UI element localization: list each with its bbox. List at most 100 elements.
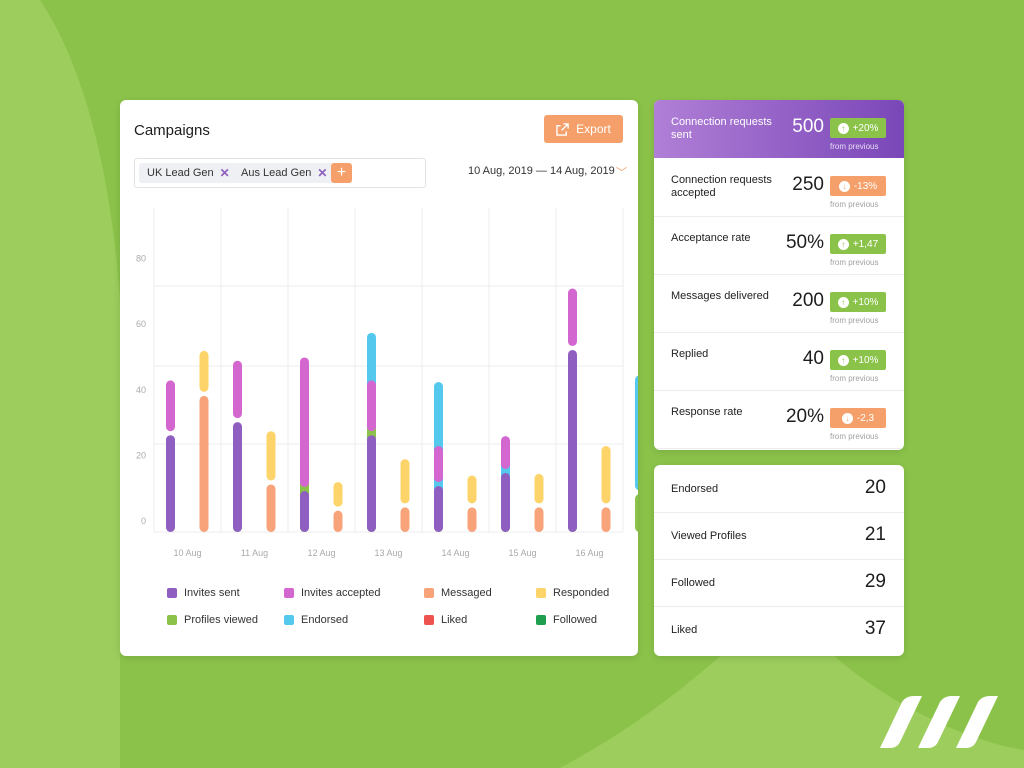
bar-segment: [233, 360, 242, 419]
legend-item[interactable]: Invites accepted: [284, 587, 381, 599]
x-tick-label: 10 Aug: [173, 548, 201, 558]
stat-value: 50%: [785, 232, 824, 253]
y-tick-label: 80: [136, 254, 146, 264]
bar-segment: [367, 380, 376, 432]
bar-segment: [568, 288, 577, 346]
legend-label: Profiles viewed: [184, 614, 258, 626]
bar-segment: [333, 482, 343, 507]
bar-segment: [400, 507, 410, 532]
x-tick-label: 16 Aug: [575, 548, 603, 558]
total-value: 37: [864, 618, 886, 639]
legend-swatch: [536, 588, 546, 598]
change-note: from previous: [830, 258, 879, 267]
x-tick-label: 15 Aug: [508, 548, 536, 558]
bar-segment: [300, 357, 309, 487]
legend-item[interactable]: Followed: [536, 614, 597, 626]
arrow-down-icon: ↓: [841, 412, 853, 424]
campaign-filter-input[interactable]: UK Lead Gen ✕ Aus Lead Gen ✕ +: [134, 158, 426, 188]
bar-segment: [467, 475, 477, 504]
date-range-picker[interactable]: 10 Aug, 2019 — 14 Aug, 2019 ﹀: [468, 165, 627, 179]
stat-value: 40: [802, 348, 824, 369]
legend-item[interactable]: Responded: [536, 587, 609, 599]
export-label: Export: [576, 122, 611, 136]
y-tick-label: 20: [136, 450, 146, 460]
export-button[interactable]: Export: [544, 115, 623, 143]
bar-segment: [166, 435, 175, 532]
legend-swatch: [424, 588, 434, 598]
change-value: -13%: [853, 180, 878, 192]
bar-segment: [166, 380, 175, 432]
arrow-up-icon: ↑: [837, 296, 849, 308]
y-tick-label: 0: [141, 516, 146, 526]
filter-chip-uk-lead-gen: UK Lead Gen ✕: [139, 163, 236, 183]
chevron-down-icon: ﹀: [616, 167, 627, 179]
external-link-icon: [556, 122, 569, 136]
change-badge: ↑ +20%: [830, 118, 886, 138]
stat-label: Connection requests sent: [671, 116, 772, 141]
add-campaign-button[interactable]: +: [331, 163, 352, 183]
stat-value: 200: [792, 290, 824, 311]
remove-chip-icon[interactable]: ✕: [219, 166, 230, 180]
bar-segment: [501, 472, 510, 532]
total-row: Followed 29: [654, 559, 904, 607]
stat-row[interactable]: Connection requests accepted 250 ↓ -13% from…: [654, 158, 904, 217]
bar-segment: [233, 422, 242, 532]
bar-segment: [333, 510, 343, 532]
arrow-up-icon: ↑: [837, 122, 849, 134]
change-value: +10%: [852, 296, 879, 308]
stat-row[interactable]: Connection requests sent 500 ↑ +20% from pre…: [654, 100, 904, 158]
stat-row[interactable]: Replied 40 ↑ +10% from previous: [654, 332, 904, 391]
stat-row[interactable]: Acceptance rate 50% ↑ +1,47 from previous: [654, 216, 904, 275]
bar-segment: [434, 486, 443, 532]
total-label: Liked: [671, 624, 698, 636]
change-note: from previous: [830, 374, 879, 383]
campaign-bar-chart: 0 20 40 60 80 10 Aug 11 Aug 12 Aug 13 Aug 14 Aug 1…: [136, 208, 638, 558]
stat-value: 250: [792, 174, 824, 195]
legend-label: Responded: [553, 587, 610, 599]
stat-label: Acceptance rate: [671, 232, 751, 244]
legend-label: Invites sent: [184, 587, 240, 599]
bar-segment: [266, 431, 276, 481]
stat-label: Connection requests accepted: [671, 174, 772, 199]
bar-segment: [400, 459, 410, 504]
stat-label: Response rate: [671, 406, 743, 418]
x-tick-label: 11 Aug: [241, 548, 268, 558]
bar-segment: [635, 375, 638, 491]
legend-item[interactable]: Invites sent: [167, 587, 240, 599]
legend-item[interactable]: Liked: [424, 614, 467, 626]
legend-item[interactable]: Messaged: [424, 587, 492, 599]
bar-segment: [635, 494, 638, 532]
total-value: 29: [864, 571, 886, 592]
stat-row[interactable]: Response rate 20% ↓ -2,3 from previous: [654, 390, 904, 449]
x-tick-label: 13 Aug: [374, 548, 402, 558]
legend-swatch: [536, 615, 546, 625]
legend-label: Endorsed: [301, 614, 349, 626]
legend-item[interactable]: Profiles viewed: [167, 614, 258, 626]
total-label: Endorsed: [671, 483, 719, 495]
stat-value: 20%: [785, 406, 824, 427]
connection-stats-panel: Connection requests sent 500 ↑ +20% from pre…: [654, 100, 904, 450]
filter-chip-aus-lead-gen: Aus Lead Gen ✕: [233, 163, 334, 183]
legend-item[interactable]: Endorsed: [284, 614, 348, 626]
total-row: Viewed Profiles 21: [654, 512, 904, 560]
legend-swatch: [284, 588, 294, 598]
legend-label: Followed: [553, 614, 598, 626]
bar-segment: [266, 484, 276, 532]
change-note: from previous: [830, 142, 879, 151]
change-badge: ↑ +1,47: [830, 234, 886, 254]
date-range-label: 10 Aug, 2019 — 14 Aug, 2019: [468, 165, 615, 177]
campaigns-title: Campaigns: [134, 122, 210, 139]
bar-segment: [367, 435, 376, 532]
stat-row[interactable]: Messages delivered 200 ↑ +10% from previous: [654, 274, 904, 333]
total-row: Endorsed 20: [654, 465, 904, 513]
stat-label: Replied: [671, 348, 709, 360]
change-badge: ↑ +10%: [830, 350, 886, 370]
change-note: from previous: [830, 200, 879, 209]
change-badge: ↓ -2,3: [830, 408, 886, 428]
bar-segment: [434, 446, 443, 483]
change-value: +10%: [852, 354, 879, 366]
change-value: +20%: [852, 122, 879, 134]
x-tick-label: 12 Aug: [307, 548, 335, 558]
remove-chip-icon[interactable]: ✕: [317, 166, 328, 180]
bar-segment: [199, 395, 209, 532]
